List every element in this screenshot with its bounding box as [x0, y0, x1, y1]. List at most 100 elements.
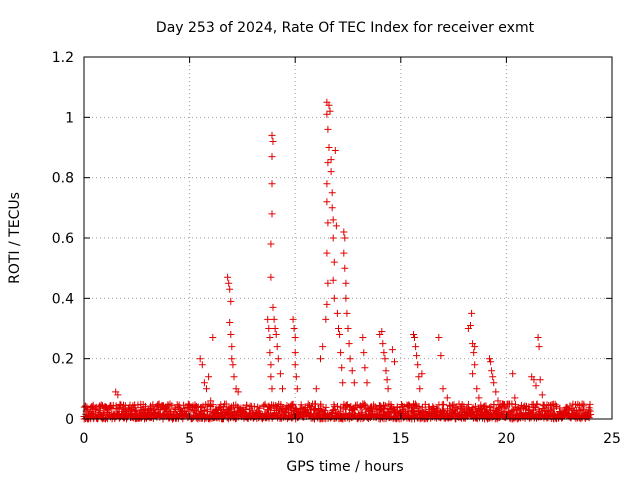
data-point: [274, 355, 282, 363]
data-point: [291, 334, 299, 341]
data-point: [497, 406, 505, 414]
data-point: [323, 198, 331, 206]
data-point: [440, 400, 448, 408]
data-point: [269, 138, 277, 145]
data-point: [447, 402, 455, 410]
data-point: [267, 373, 275, 381]
data-point: [486, 355, 493, 363]
data-point: [512, 401, 519, 409]
data-point: [325, 101, 333, 109]
data-point: [272, 331, 280, 338]
data-point: [114, 405, 122, 412]
data-point: [132, 407, 140, 415]
data-point: [225, 279, 233, 287]
data-point: [418, 403, 426, 411]
data-point: [410, 331, 417, 338]
data-point: [228, 343, 236, 351]
data-point: [342, 294, 350, 302]
data-point: [469, 370, 477, 378]
x-tick-label: 25: [603, 431, 621, 447]
data-point: [381, 402, 389, 410]
y-tick-label: 0.6: [52, 231, 74, 247]
data-point: [227, 331, 235, 338]
data-point: [228, 355, 236, 363]
data-points: [80, 98, 595, 423]
data-point: [291, 349, 299, 357]
data-point: [437, 352, 445, 360]
data-point: [279, 385, 286, 393]
data-point: [586, 407, 594, 415]
data-point: [482, 402, 490, 410]
data-point: [323, 300, 331, 308]
data-point: [388, 346, 396, 354]
data-point: [564, 406, 572, 414]
data-point: [205, 373, 213, 381]
data-point: [116, 400, 124, 408]
data-point: [532, 382, 540, 390]
data-point: [363, 379, 371, 387]
data-point: [329, 216, 337, 224]
data-point: [515, 406, 523, 414]
data-point: [312, 385, 320, 393]
data-point: [387, 401, 395, 408]
data-point: [580, 400, 588, 408]
data-point: [334, 402, 341, 410]
data-point: [439, 385, 447, 393]
data-point: [552, 402, 560, 410]
data-point: [327, 168, 335, 176]
data-point: [267, 361, 275, 369]
y-tick-label: 1.2: [52, 50, 74, 66]
data-point: [379, 340, 387, 348]
data-point: [268, 385, 276, 393]
data-point: [234, 388, 242, 396]
data-point: [323, 110, 331, 118]
data-point: [226, 404, 234, 412]
data-point: [345, 340, 353, 348]
data-point: [536, 376, 544, 384]
data-point: [266, 405, 274, 413]
data-point: [547, 406, 555, 414]
data-point: [147, 404, 155, 412]
data-point: [344, 325, 352, 332]
data-point: [391, 358, 398, 366]
y-axis-title: ROTI / TECUs: [7, 192, 23, 284]
data-point: [360, 349, 368, 357]
data-point: [323, 180, 331, 188]
data-point: [415, 402, 423, 410]
data-point: [196, 355, 204, 363]
y-tick-label: 0: [65, 412, 74, 428]
data-point: [293, 385, 301, 393]
data-point: [356, 404, 364, 412]
data-point: [458, 401, 466, 408]
data-point: [467, 322, 474, 329]
data-point: [292, 405, 300, 413]
data-point: [267, 240, 275, 248]
data-point: [509, 370, 517, 378]
data-point: [490, 379, 498, 387]
data-point: [384, 409, 392, 417]
data-point: [325, 144, 333, 151]
data-point: [256, 404, 264, 412]
data-point: [267, 273, 275, 281]
data-point: [84, 406, 92, 414]
data-point: [266, 334, 274, 341]
data-point: [317, 402, 325, 410]
data-point: [250, 402, 258, 410]
data-point: [468, 309, 476, 317]
data-point: [82, 402, 89, 410]
data-point: [331, 147, 339, 154]
data-point: [330, 258, 338, 266]
data-point: [226, 285, 234, 293]
data-point: [268, 153, 276, 161]
data-point: [329, 276, 337, 284]
data-point: [343, 309, 351, 317]
data-point: [488, 367, 496, 375]
data-point: [200, 379, 208, 387]
data-point: [538, 391, 546, 399]
data-point: [289, 400, 297, 408]
data-point: [350, 379, 358, 387]
data-point: [443, 394, 451, 402]
data-point: [384, 385, 392, 393]
data-point: [114, 391, 122, 399]
